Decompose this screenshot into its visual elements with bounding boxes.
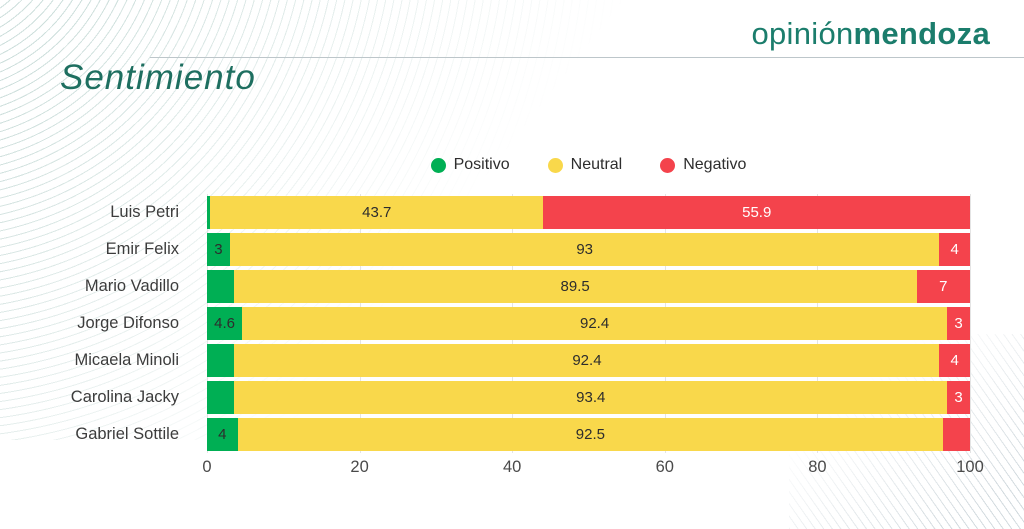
category-label: Micaela Minoli (74, 351, 179, 369)
value-label: 7 (939, 278, 948, 295)
category-label: Carolina Jacky (70, 388, 179, 406)
bar-segment-positivo: 4.6 (207, 307, 243, 340)
x-axis-tick: 60 (655, 458, 674, 476)
legend-label: Positivo (453, 156, 510, 173)
legend-item-negativo: Negativo (660, 156, 746, 174)
bar-segment-neutral: 92.4 (234, 344, 940, 377)
bar-segment-positivo: 4 (207, 418, 238, 451)
plot-area: 43.7 55.9 3 93 4 89.5 7 4.6 92.4 3 92.4 4 93.4 3 4 92.5 (207, 194, 971, 453)
x-axis-tick: 20 (350, 458, 369, 476)
category-label: Luis Petri (110, 203, 179, 221)
bar-row: 43.7 55.9 (207, 194, 970, 231)
value-label: 43.7 (362, 204, 392, 221)
bar-row: 93.4 3 (207, 379, 970, 416)
category-label: Emir Felix (105, 240, 179, 258)
header-divider (150, 57, 1024, 58)
bar-rows: 43.7 55.9 3 93 4 89.5 7 4.6 92.4 3 92.4 4 93.4 3 4 92.5 (207, 194, 970, 453)
bar-segment-neutral: 89.5 (233, 270, 917, 303)
category-label: Jorge Difonso (77, 314, 179, 332)
bar-segment-positivo (207, 196, 211, 229)
bar-row: 3 93 4 (207, 231, 970, 268)
bar-segment-neutral: 92.4 (242, 307, 948, 340)
bar-segment-negativo: 7 (916, 270, 970, 303)
value-label: 4.6 (214, 315, 235, 332)
legend-dot-positivo-icon (430, 157, 446, 173)
value-label: 89.5 (560, 278, 590, 295)
bar-segment-neutral: 93 (229, 233, 940, 266)
legend-item-positivo: Positivo (430, 156, 510, 174)
bar-segment-negativo: 4 (939, 344, 970, 377)
bar-segment-negativo: 3 (947, 381, 970, 414)
brand-logo-regular: opinión (751, 16, 854, 51)
bar-segment-positivo (207, 344, 235, 377)
x-axis: 0 20 40 60 80 100 (202, 458, 983, 482)
value-label: 92.4 (572, 352, 602, 369)
bar-segment-neutral: 92.5 (237, 418, 944, 451)
bar-segment-positivo (207, 381, 235, 414)
brand-logo: opiniónmendoza (751, 16, 990, 52)
value-label: 93 (576, 241, 593, 258)
value-label: 55.9 (742, 204, 772, 221)
category-label: Gabriel Sottile (75, 425, 179, 443)
bar-row: 89.5 7 (207, 268, 970, 305)
bar-row: 92.4 4 (207, 342, 970, 379)
bar-row: 4 92.5 (207, 416, 970, 453)
gridline (970, 194, 971, 453)
bar-segment-neutral: 93.4 (234, 381, 948, 414)
value-label: 4 (950, 241, 959, 258)
legend-label: Neutral (570, 156, 623, 173)
bar-row: 4.6 92.4 3 (207, 305, 970, 342)
x-axis-tick: 100 (956, 458, 984, 476)
value-label: 3 (954, 315, 963, 332)
bar-segment-positivo (207, 270, 234, 303)
chart-legend: Positivo Neutral Negativo (207, 156, 970, 174)
legend-label: Negativo (683, 156, 747, 173)
page-title: Sentimiento (60, 58, 256, 97)
value-label: 92.5 (575, 426, 605, 443)
x-axis-tick: 40 (503, 458, 522, 476)
bar-segment-negativo: 4 (939, 233, 970, 266)
value-label: 92.4 (579, 315, 610, 332)
value-label: 4 (218, 426, 227, 443)
x-axis-tick: 80 (808, 458, 827, 476)
legend-dot-neutral-icon (547, 157, 563, 173)
bar-segment-negativo (943, 418, 970, 451)
legend-item-neutral: Neutral (547, 156, 623, 174)
bar-segment-negativo: 55.9 (543, 196, 970, 229)
bar-segment-neutral: 43.7 (210, 196, 544, 229)
bar-segment-positivo: 3 (207, 233, 230, 266)
category-labels: Luis Petri Emir Felix Mario Vadillo Jorge D… (0, 194, 193, 453)
value-label: 3 (954, 389, 963, 406)
value-label: 3 (214, 241, 223, 258)
category-label: Mario Vadillo (84, 277, 179, 295)
legend-dot-negativo-icon (660, 157, 676, 173)
x-axis-tick: 0 (202, 458, 212, 476)
brand-logo-bold: mendoza (853, 16, 990, 51)
bar-segment-negativo: 3 (947, 307, 970, 340)
value-label: 4 (950, 352, 959, 369)
value-label: 93.4 (576, 389, 606, 406)
